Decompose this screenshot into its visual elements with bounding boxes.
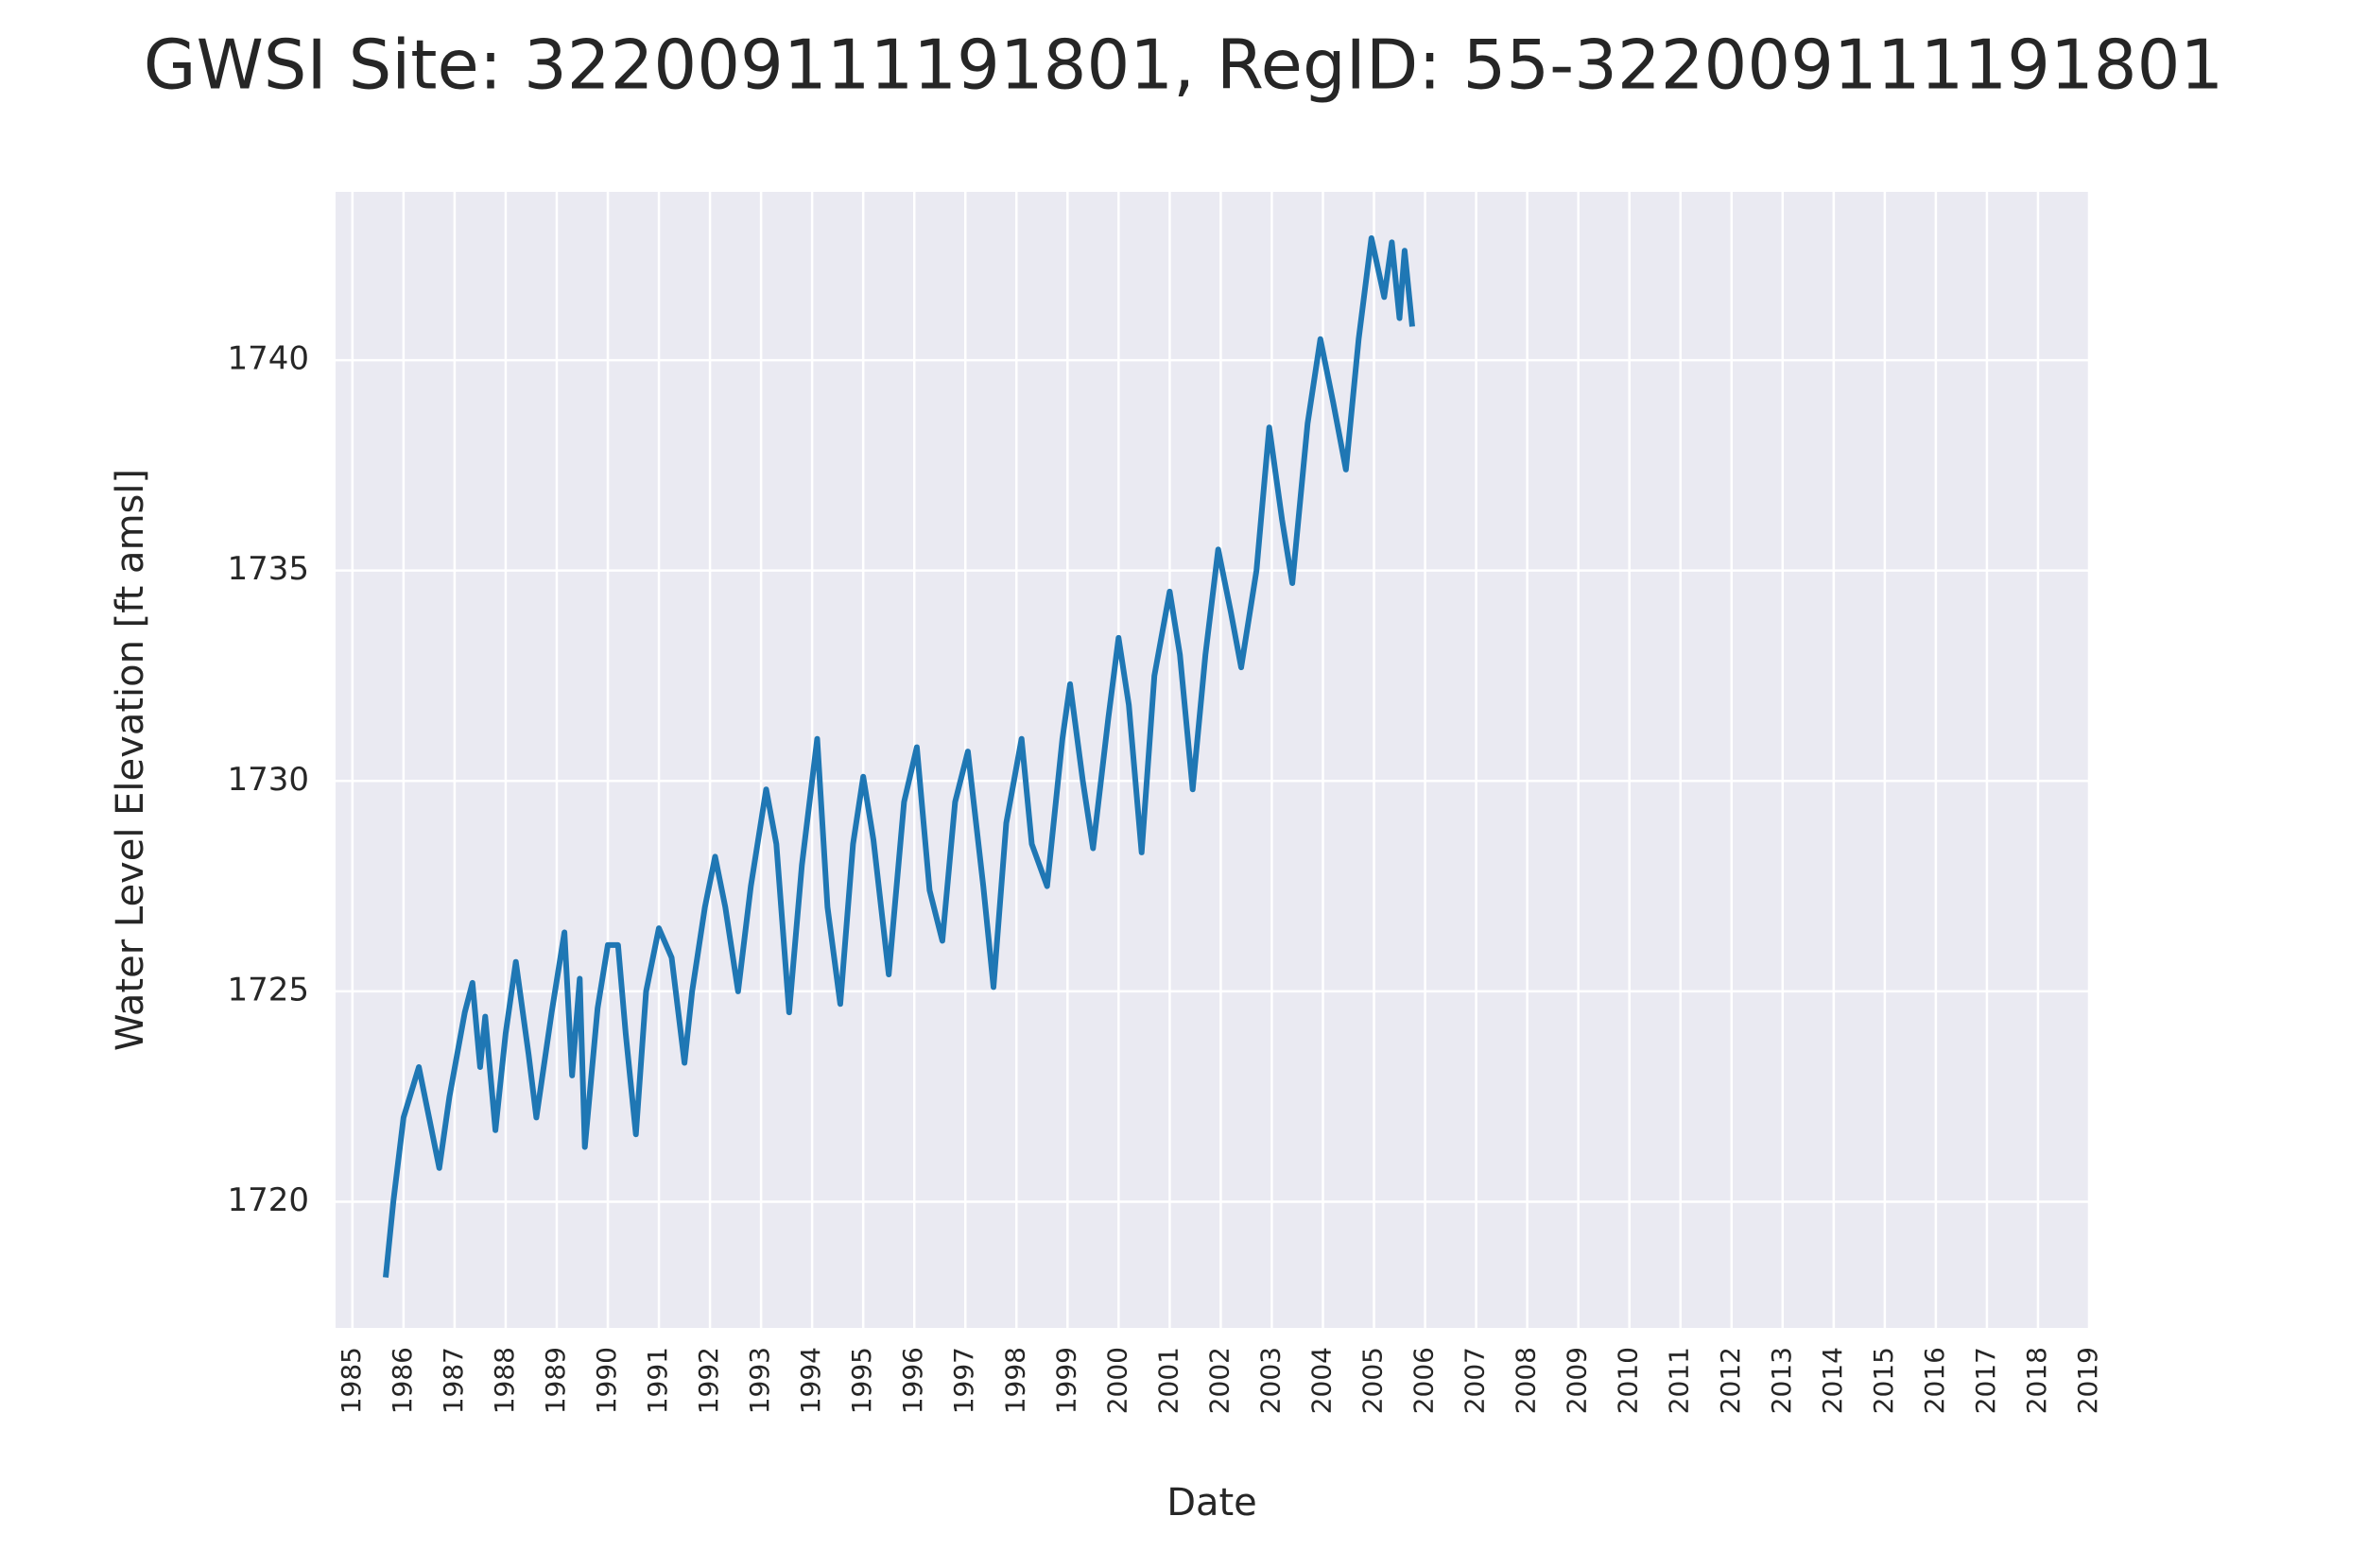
- x-tick-label: 2001: [1152, 1347, 1184, 1414]
- x-tick-label: 1996: [897, 1347, 928, 1414]
- chart-title: GWSI Site: 322009111191801, RegID: 55-32…: [144, 26, 2223, 105]
- x-tick-label: 2013: [1766, 1347, 1797, 1414]
- x-tick-label: 2006: [1408, 1347, 1440, 1414]
- x-tick-label: 1999: [1050, 1347, 1081, 1414]
- x-tick-label: 2018: [2021, 1347, 2052, 1414]
- x-tick-label: 2017: [1970, 1347, 2001, 1414]
- x-tick-label: 1988: [489, 1347, 520, 1414]
- x-tick-label: 2008: [1511, 1347, 1542, 1414]
- x-tick-label: 2014: [1817, 1347, 1848, 1414]
- x-tick-label: 2004: [1305, 1347, 1337, 1414]
- x-tick-label: 1986: [387, 1347, 418, 1414]
- y-tick-label: 1735: [227, 550, 309, 588]
- x-tick-label: 1995: [846, 1347, 877, 1414]
- x-tick-label: 1987: [438, 1347, 469, 1414]
- x-tick-label: 1991: [642, 1347, 673, 1414]
- x-tick-label: 2011: [1664, 1347, 1695, 1414]
- x-tick-label: 1985: [336, 1347, 367, 1414]
- x-tick-label: 2003: [1254, 1347, 1286, 1414]
- y-tick-label: 1725: [227, 971, 309, 1008]
- y-tick-label: 1740: [227, 340, 309, 378]
- x-tick-label: 2000: [1101, 1347, 1132, 1414]
- x-tick-label: 1994: [795, 1347, 826, 1414]
- x-tick-label: 2002: [1203, 1347, 1235, 1414]
- x-tick-label: 2007: [1460, 1347, 1491, 1414]
- x-tick-label: 1998: [999, 1347, 1030, 1414]
- y-tick-label: 1730: [227, 761, 309, 799]
- x-tick-label: 2009: [1562, 1347, 1593, 1414]
- x-tick-label: 1990: [591, 1347, 622, 1414]
- x-tick-label: 2010: [1613, 1347, 1644, 1414]
- x-tick-label: 2019: [2072, 1347, 2103, 1414]
- y-tick-label: 1720: [227, 1181, 309, 1219]
- x-tick-label: 2015: [1868, 1347, 1899, 1414]
- x-tick-label: 2005: [1357, 1347, 1389, 1414]
- x-tick-label: 2012: [1715, 1347, 1746, 1414]
- x-tick-label: 1993: [744, 1347, 775, 1414]
- x-tick-label: 1992: [693, 1347, 724, 1414]
- y-axis-label: Water Level Elevation [ft amsl]: [109, 469, 152, 1051]
- x-axis-label: Date: [1166, 1481, 1257, 1525]
- data-line: [383, 235, 1415, 1278]
- x-tick-label: 2016: [1919, 1347, 1950, 1414]
- x-tick-label: 1997: [948, 1347, 979, 1414]
- plot-area: [336, 192, 2089, 1328]
- x-tick-label: 1989: [540, 1347, 571, 1414]
